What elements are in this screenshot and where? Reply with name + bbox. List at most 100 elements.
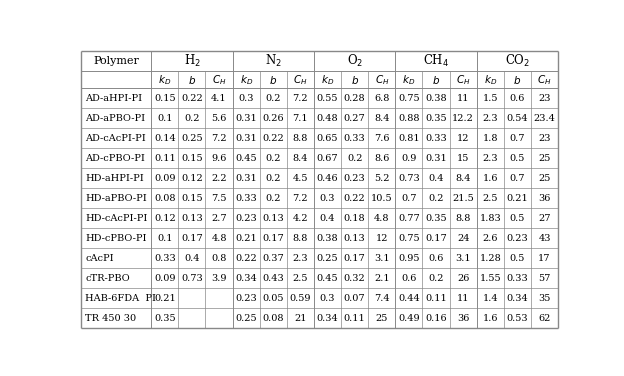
Text: 26: 26 [457,274,469,283]
Text: 11: 11 [457,94,469,103]
Text: 1.55: 1.55 [479,274,501,283]
Text: 2.3: 2.3 [482,154,498,163]
Text: 0.44: 0.44 [398,294,420,303]
Text: 4.8: 4.8 [212,234,227,243]
Text: 7.2: 7.2 [293,194,308,203]
Text: 7.1: 7.1 [293,114,308,123]
Text: 15: 15 [457,154,469,163]
Text: AD-cPBO-PI: AD-cPBO-PI [85,154,145,163]
Text: 8.4: 8.4 [374,114,389,123]
Text: 0.1: 0.1 [157,234,173,243]
Text: 21.5: 21.5 [452,194,474,203]
Text: 0.23: 0.23 [344,174,366,183]
Text: 2.7: 2.7 [212,214,227,223]
Text: 0.27: 0.27 [344,114,366,123]
Text: 35: 35 [539,294,551,303]
Text: cAcPI: cAcPI [85,254,114,263]
Text: $b$: $b$ [188,74,196,86]
Text: 43: 43 [539,234,551,243]
Text: 0.2: 0.2 [266,154,281,163]
Text: 0.09: 0.09 [154,274,175,283]
Text: 25: 25 [539,174,551,183]
Text: 0.4: 0.4 [428,174,444,183]
Text: 0.23: 0.23 [507,234,529,243]
Text: 0.38: 0.38 [425,94,447,103]
Text: 7.2: 7.2 [212,134,227,143]
Text: 25: 25 [376,314,388,323]
Text: 4.5: 4.5 [293,174,308,183]
Text: $C_H$: $C_H$ [456,73,470,87]
Text: 17: 17 [539,254,551,263]
Text: 0.5: 0.5 [510,154,525,163]
Text: 0.21: 0.21 [235,234,257,243]
Text: H$_2$: H$_2$ [183,53,200,69]
Text: 0.49: 0.49 [398,314,420,323]
Text: CH$_4$: CH$_4$ [423,53,449,69]
Text: 0.15: 0.15 [181,194,203,203]
Text: 0.25: 0.25 [317,254,338,263]
Text: 0.15: 0.15 [154,94,175,103]
Text: 0.08: 0.08 [154,194,175,203]
Text: $C_H$: $C_H$ [537,73,552,87]
Text: $b$: $b$ [514,74,522,86]
Text: 0.32: 0.32 [344,274,366,283]
Text: 0.6: 0.6 [401,274,417,283]
Text: 0.13: 0.13 [344,234,366,243]
Text: 0.77: 0.77 [398,214,420,223]
Text: 11: 11 [457,294,469,303]
Text: TR 450 30: TR 450 30 [85,314,137,323]
Text: 0.37: 0.37 [263,254,284,263]
Text: 12.2: 12.2 [452,114,474,123]
Text: 7.2: 7.2 [293,94,308,103]
Text: 0.17: 0.17 [181,234,203,243]
Text: 1.5: 1.5 [482,94,498,103]
Text: 0.17: 0.17 [263,234,284,243]
Text: 8.8: 8.8 [293,134,308,143]
Text: 0.11: 0.11 [344,314,366,323]
Text: 0.33: 0.33 [154,254,176,263]
Text: 0.43: 0.43 [263,274,284,283]
Text: AD-cAcPI-PI: AD-cAcPI-PI [85,134,146,143]
Text: 24: 24 [457,234,469,243]
Text: 0.95: 0.95 [398,254,420,263]
Text: 25: 25 [539,154,551,163]
Text: 0.6: 0.6 [510,94,525,103]
Text: $C_H$: $C_H$ [293,73,308,87]
Text: 0.25: 0.25 [181,134,203,143]
Text: 2.3: 2.3 [293,254,308,263]
Text: 0.33: 0.33 [235,194,257,203]
Text: 0.08: 0.08 [263,314,284,323]
Text: 0.2: 0.2 [347,154,363,163]
Text: 0.3: 0.3 [319,194,335,203]
Text: 0.48: 0.48 [317,114,338,123]
Text: 0.67: 0.67 [317,154,338,163]
Text: O$_2$: O$_2$ [346,53,363,69]
Text: 0.26: 0.26 [263,114,284,123]
Text: $b$: $b$ [269,74,277,86]
Text: 8.6: 8.6 [374,154,389,163]
Text: 0.73: 0.73 [398,174,420,183]
Text: 6.8: 6.8 [374,94,389,103]
Text: 0.7: 0.7 [510,134,525,143]
Text: 0.7: 0.7 [510,174,525,183]
Text: HD-cPBO-PI: HD-cPBO-PI [85,234,147,243]
Text: 0.75: 0.75 [398,234,420,243]
Text: 0.15: 0.15 [181,154,203,163]
Text: 0.2: 0.2 [184,114,200,123]
Text: 0.18: 0.18 [344,214,366,223]
Text: 3.9: 3.9 [212,274,227,283]
Text: 0.35: 0.35 [154,314,175,323]
Text: 0.9: 0.9 [401,154,417,163]
Text: 0.45: 0.45 [317,274,338,283]
Text: 0.31: 0.31 [235,114,257,123]
Text: 0.35: 0.35 [425,214,447,223]
Text: $C_H$: $C_H$ [212,73,227,87]
Text: 0.3: 0.3 [238,94,254,103]
Text: 0.33: 0.33 [344,134,366,143]
Text: 0.5: 0.5 [510,214,525,223]
Text: 0.17: 0.17 [425,234,447,243]
Text: 0.2: 0.2 [266,174,281,183]
Text: 12: 12 [457,134,469,143]
Text: 0.31: 0.31 [425,154,447,163]
Text: 2.3: 2.3 [482,114,498,123]
